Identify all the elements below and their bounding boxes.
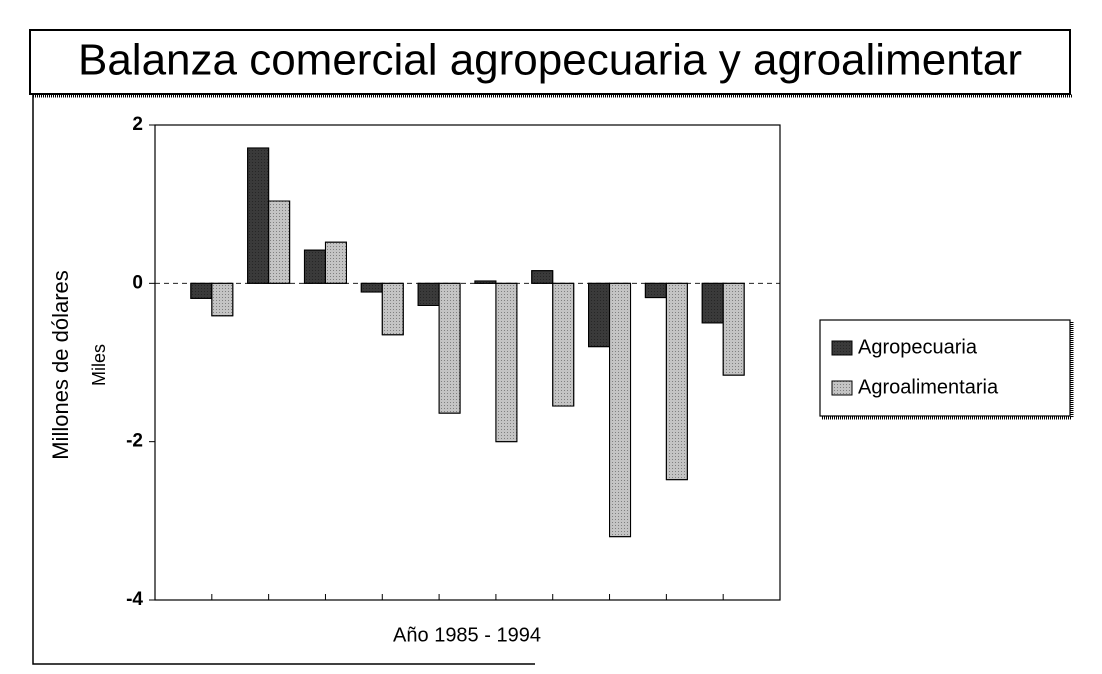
bar-texture	[417, 282, 440, 307]
bar-texture	[552, 282, 575, 407]
bar-texture	[324, 241, 347, 284]
y-unit-label: Miles	[89, 344, 109, 386]
legend-swatch-texture	[832, 381, 852, 395]
y-tick-label: 0	[132, 272, 143, 293]
y-tick-label: -4	[126, 589, 143, 610]
bar-texture	[211, 282, 234, 317]
y-tick-label: 2	[132, 114, 143, 135]
bar-texture	[247, 147, 270, 284]
bar-texture	[438, 282, 461, 414]
bar-texture	[701, 282, 724, 324]
bar-texture	[474, 280, 497, 284]
bar-texture	[381, 282, 404, 336]
legend-box	[819, 319, 1071, 417]
bar-texture	[360, 282, 383, 293]
chart-title: Balanza comercial agropecuaria y agroali…	[78, 36, 1022, 85]
bar-texture	[268, 200, 291, 284]
bar-texture	[303, 249, 326, 284]
y-tick-label: -2	[126, 431, 143, 452]
bar-texture	[644, 282, 667, 299]
y-axis-label: Millones de dólares	[48, 270, 73, 460]
legend-swatch-texture	[832, 341, 852, 355]
bar-texture	[609, 282, 632, 538]
legend-label: Agroalimentaria	[858, 376, 999, 398]
bar-texture	[190, 282, 213, 299]
bar-texture	[588, 282, 611, 348]
bar-texture	[665, 282, 688, 481]
legend-label: Agropecuaria	[858, 336, 978, 358]
bar-texture	[531, 270, 554, 284]
frame	[32, 95, 535, 665]
plot-area	[154, 124, 781, 601]
title-box	[29, 29, 1071, 95]
bar-texture	[495, 282, 518, 443]
x-axis-label: Año 1985 - 1994	[393, 624, 541, 646]
bar-texture	[722, 282, 745, 376]
